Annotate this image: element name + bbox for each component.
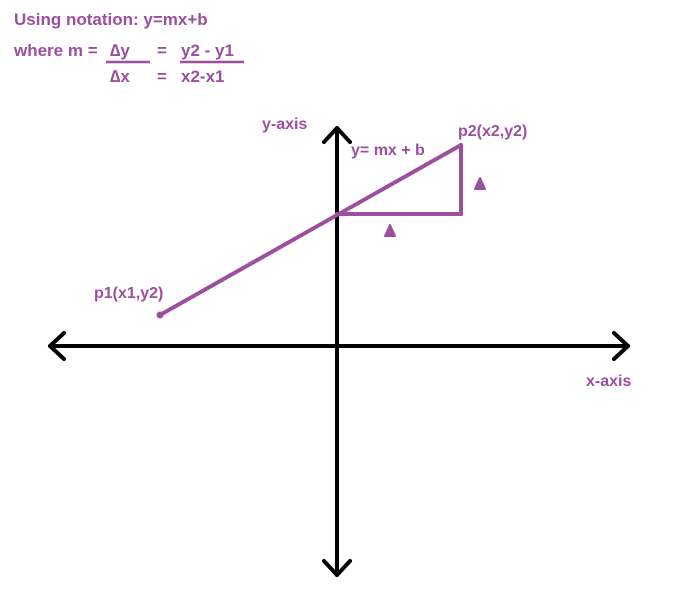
x-axis-right-arrow (612, 331, 630, 361)
delta-vertical-icon (474, 177, 486, 190)
point-p1 (156, 311, 164, 319)
notation-title: Using notation: y=mx+b (14, 10, 208, 29)
delta-horizontal-icon (384, 224, 396, 237)
slope-line-group (158, 143, 463, 317)
slope-denominator: x2-x1 (181, 67, 224, 86)
point-p1-label: p1(x1,y2) (94, 285, 163, 302)
y-axis-top-arrow (322, 126, 352, 144)
delta-y-text: ∆y (110, 41, 130, 60)
slope-numerator: y2 - y1 (181, 41, 234, 60)
equation-label: y= mx + b (351, 142, 425, 159)
notation-block: Using notation: y=mx+b where m = ∆y = y2… (13, 10, 244, 86)
y-axis-bottom-arrow (322, 559, 352, 577)
where-label: where m = (13, 41, 98, 60)
axes (48, 126, 630, 577)
x-axis-label: x-axis (586, 373, 631, 390)
y-axis-label: y-axis (262, 116, 307, 133)
delta-x-text: ∆x (110, 67, 130, 86)
equals-sign-top: = (157, 41, 167, 60)
point-p2-label: p2(x2,y2) (458, 123, 527, 140)
x-axis-left-arrow (48, 331, 66, 361)
line-y-mx-b (158, 143, 463, 317)
equals-sign-bottom: = (157, 67, 167, 86)
